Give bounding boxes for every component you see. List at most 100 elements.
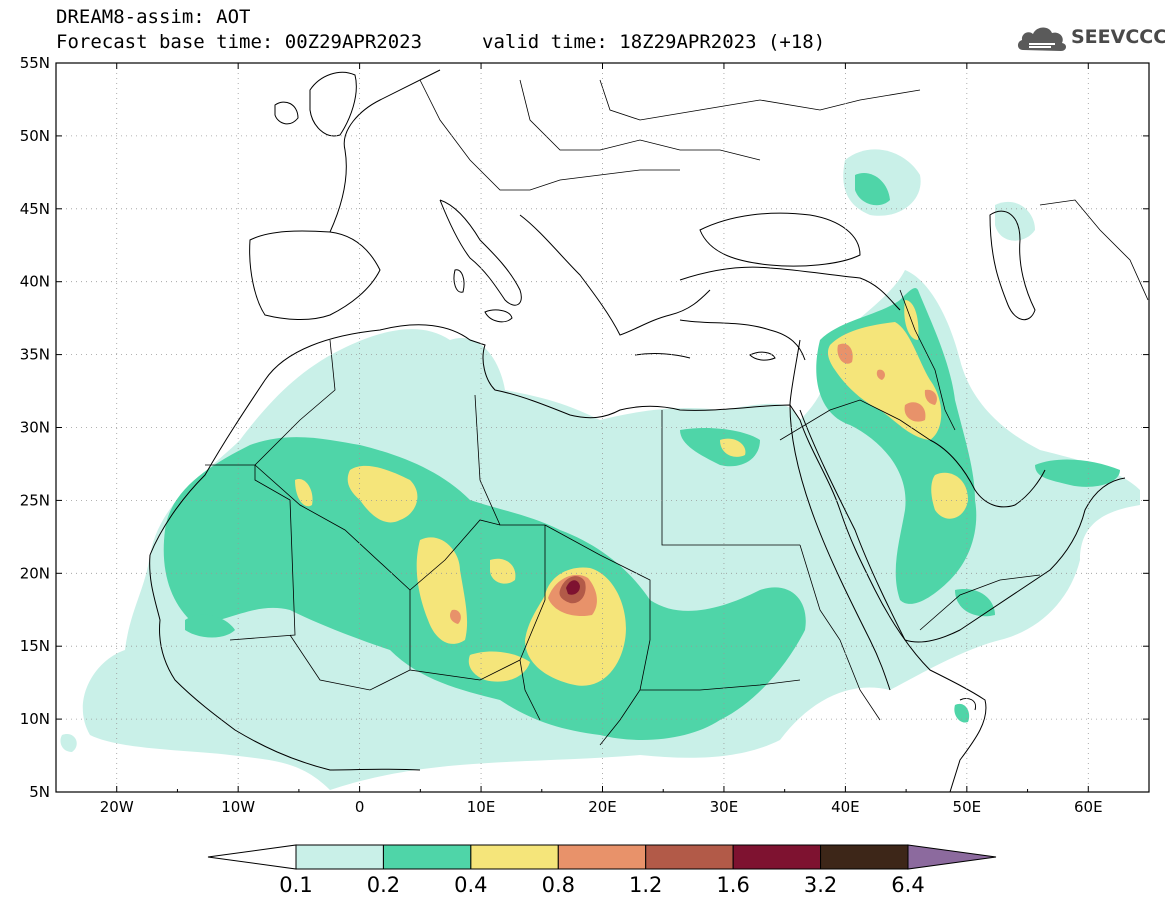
aot-level-1.6-chad	[566, 580, 580, 595]
tick-label-lon: 50E	[953, 798, 982, 816]
colorbar: 0.1 0.2 0.4 0.8 1.2 1.6 3.2 6.4	[207, 844, 997, 897]
aot-level-0.4-algeria-w	[295, 479, 313, 507]
tick-label-lat: 40N	[20, 273, 50, 291]
aot-level-0.2-westafrica	[185, 614, 235, 638]
tick-label-lat: 15N	[20, 637, 50, 655]
border-europe-1	[419, 79, 680, 191]
coastline-cyprus	[749, 351, 776, 361]
valid-time: valid time: 18Z29APR2023 (+18)	[482, 31, 826, 53]
tick-label-lat: 50N	[20, 127, 50, 145]
colorbar-label: 1.6	[716, 873, 749, 897]
colorbar-label: 0.4	[454, 873, 487, 897]
coastline-sicily	[484, 309, 513, 323]
coastline-socotra	[959, 697, 977, 711]
coastline-ireland	[274, 101, 299, 125]
border-niger-nigeria	[409, 590, 521, 681]
colorbar-label: 0.2	[367, 873, 400, 897]
tick-label-lon: 20W	[100, 798, 134, 816]
seevccc-logo: SEEVCCC	[1015, 22, 1165, 58]
tick-label-lat: 25N	[20, 491, 50, 509]
colorbar-box	[470, 844, 559, 870]
border-saudi-yemen	[919, 574, 1041, 631]
cloud-icon	[1017, 27, 1067, 51]
tick-label-lon: 10E	[467, 798, 496, 816]
aot-level-0.8-iraq-d	[876, 369, 885, 380]
grid-lines	[56, 63, 1149, 792]
aot-level-0.8-iraq-b	[904, 402, 926, 422]
coastline-italy	[439, 199, 522, 306]
border-libya-chad	[544, 524, 651, 640]
coastline-westafrica	[149, 554, 421, 771]
aot-level-0.2-gulf	[1035, 459, 1120, 487]
coastline-turkey	[679, 266, 901, 361]
aot-level-0.2-somalia	[954, 703, 970, 723]
colorbar-box	[295, 844, 384, 870]
aot-level-0.4-egypt	[720, 438, 746, 457]
country-borders	[205, 79, 1149, 746]
tick-label-lat: 45N	[20, 200, 50, 218]
border-iran-iraq	[899, 289, 956, 431]
tick-label-lat: 5N	[29, 783, 50, 801]
coastline-levant	[789, 339, 801, 406]
colorbar-label: 1.2	[629, 873, 662, 897]
tick-label-lat: 35N	[20, 346, 50, 364]
coastline-redsea-east	[799, 409, 1126, 643]
border-sudan-southsudan	[640, 679, 801, 691]
coastline-iberia	[249, 230, 381, 321]
aot-level-0.8-niger	[450, 609, 461, 624]
colorbar-arrow-high	[907, 844, 997, 870]
border-libya-egypt	[661, 410, 800, 546]
colorbar-label: 3.2	[804, 873, 837, 897]
border-libya-west	[474, 394, 501, 526]
forecast-base-time: Forecast base time: 00Z29APR2023	[56, 31, 423, 53]
map-title: DREAM8-assim: AOT	[56, 6, 251, 28]
coastline-caspian	[989, 210, 1036, 320]
border-mauritania	[205, 464, 296, 641]
border-iran-east	[1039, 199, 1149, 301]
border-sudan-eritrea	[799, 544, 881, 721]
coastline-blacksea	[699, 212, 861, 267]
colorbar-box	[557, 844, 647, 870]
logo-text: SEEVCCC	[1071, 26, 1165, 48]
colorbar-arrow-low	[207, 844, 297, 870]
tick-label-lon: 20E	[588, 798, 617, 816]
aot-level-0.2-caspian	[855, 172, 890, 206]
coastline-crete	[634, 353, 691, 359]
border-saudi-iraq	[779, 399, 931, 441]
coastline-redsea-west	[789, 404, 891, 691]
colorbar-box	[645, 844, 734, 870]
colorbar-label: 0.8	[542, 873, 575, 897]
tick-label-lon: 40E	[831, 798, 860, 816]
aot-level-0.4-algeria	[347, 465, 418, 523]
tick-label-lat: 55N	[20, 54, 50, 72]
aot-level-0.4-niger-e	[490, 558, 516, 584]
tick-label-lon: 0	[355, 798, 365, 816]
border-europe-3	[599, 79, 921, 121]
colorbar-box	[382, 844, 472, 870]
border-europe-2	[519, 79, 761, 161]
coastline-balkans	[519, 214, 711, 336]
aot-level-0.2-egypt	[680, 428, 760, 467]
colorbar-box	[732, 844, 822, 870]
colorbar-label: 6.4	[891, 873, 924, 897]
coastline-sardinia	[453, 269, 465, 293]
coastlines	[149, 69, 1126, 792]
axis-ticks: 20W 10W 0 10E 20E 30E 40E 50E 60E 5N 10N 15N 20N 25N 3…	[20, 54, 1150, 816]
tick-label-lat: 10N	[20, 710, 50, 728]
tick-label-lon: 60E	[1074, 798, 1103, 816]
tick-label-lon: 30E	[710, 798, 739, 816]
border-chad-sudan	[599, 639, 651, 746]
aot-level-0.1-blacksea-e	[995, 201, 1035, 241]
aot-level-0.4-nigeria	[468, 651, 530, 682]
border-mali-burkina	[289, 634, 411, 691]
tick-label-lat: 20N	[20, 564, 50, 582]
coastline-britain	[309, 71, 357, 137]
colorbar-label: 0.1	[279, 873, 312, 897]
coastline-france	[329, 69, 441, 233]
aot-level-0.2-arabia-s	[955, 589, 995, 617]
colorbar-box	[820, 844, 909, 870]
tick-label-lon: 10W	[221, 798, 255, 816]
border-morocco-algeria	[254, 339, 336, 466]
aot-contours	[60, 149, 1140, 790]
